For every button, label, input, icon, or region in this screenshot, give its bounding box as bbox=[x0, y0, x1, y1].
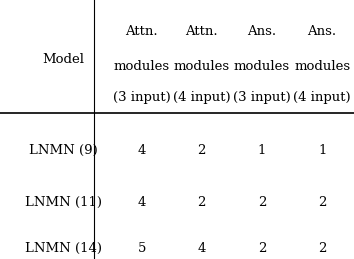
Text: modules: modules bbox=[114, 60, 170, 73]
Text: 2: 2 bbox=[198, 196, 206, 208]
Text: Ans.: Ans. bbox=[247, 25, 276, 38]
Text: Attn.: Attn. bbox=[125, 25, 158, 38]
Text: Model: Model bbox=[43, 53, 85, 66]
Text: 2: 2 bbox=[198, 144, 206, 157]
Text: 2: 2 bbox=[318, 242, 326, 255]
Text: Ans.: Ans. bbox=[308, 25, 337, 38]
Text: 4: 4 bbox=[137, 144, 146, 157]
Text: (4 input): (4 input) bbox=[173, 91, 230, 104]
Text: Attn.: Attn. bbox=[185, 25, 218, 38]
Text: 2: 2 bbox=[258, 242, 266, 255]
Text: 5: 5 bbox=[137, 242, 146, 255]
Text: 4: 4 bbox=[137, 196, 146, 208]
Text: 4: 4 bbox=[198, 242, 206, 255]
Text: (4 input): (4 input) bbox=[293, 91, 351, 104]
Text: 2: 2 bbox=[318, 196, 326, 208]
Text: (3 input): (3 input) bbox=[233, 91, 291, 104]
Text: modules: modules bbox=[174, 60, 230, 73]
Text: 2: 2 bbox=[258, 196, 266, 208]
Text: LNMN (9): LNMN (9) bbox=[29, 144, 98, 157]
Text: modules: modules bbox=[294, 60, 350, 73]
Text: 1: 1 bbox=[318, 144, 326, 157]
Text: LNMN (11): LNMN (11) bbox=[25, 196, 102, 208]
Text: (3 input): (3 input) bbox=[113, 91, 171, 104]
Text: 1: 1 bbox=[258, 144, 266, 157]
Text: modules: modules bbox=[234, 60, 290, 73]
Text: LNMN (14): LNMN (14) bbox=[25, 242, 102, 255]
